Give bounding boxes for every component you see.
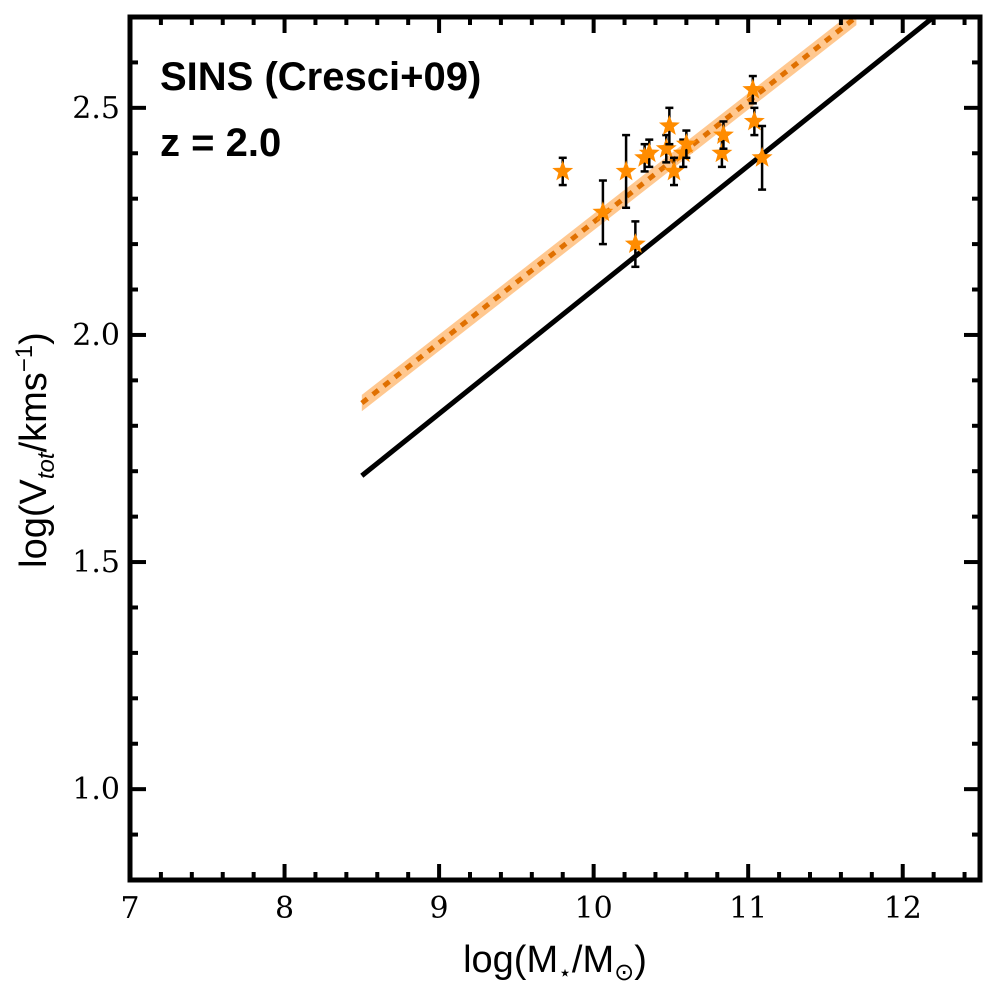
data-point-star	[624, 233, 646, 253]
data-point-star	[658, 115, 680, 135]
survey-annotation: SINS (Cresci+09)	[160, 55, 481, 99]
data-point-star	[638, 142, 660, 163]
x-tick-label: 7	[120, 891, 139, 926]
data-point-star	[672, 142, 694, 163]
fit-confidence-band	[361, 17, 857, 412]
points-group	[552, 74, 773, 269]
tick-labels: 7 8 9 10 11 12 1.0 1.5 2.0 2.5	[72, 91, 922, 926]
data-point-star	[712, 124, 734, 144]
data-point-star	[675, 133, 697, 154]
data-point-star	[592, 201, 614, 222]
data-point-star	[751, 146, 773, 167]
redshift-annotation: z = 2.0	[160, 121, 281, 165]
y-tick-label: 2.5	[72, 91, 120, 126]
y-tick-label: 2.0	[72, 318, 120, 353]
y-axis-title: log(Vtot/kms−1)	[11, 332, 60, 568]
y-tick-label: 1.0	[72, 772, 120, 807]
data-point-star	[743, 110, 765, 131]
data-point-star	[663, 160, 685, 181]
x-tick-label: 10	[575, 891, 613, 926]
data-point-star	[655, 137, 677, 158]
data-point-star	[615, 160, 637, 181]
data-point-star	[552, 160, 574, 181]
data-point-star	[711, 142, 733, 163]
plot-frame	[127, 14, 983, 883]
x-tick-label: 9	[430, 891, 449, 926]
data-point-star	[742, 78, 764, 99]
y-tick-label: 1.5	[72, 545, 120, 580]
x-tick-label: 8	[275, 891, 294, 926]
x-tick-label: 12	[884, 891, 922, 926]
reference-line	[360, 17, 936, 478]
x-axis-title: log(M⋆/M⊙)	[463, 939, 647, 986]
x-tick-label: 11	[729, 891, 767, 926]
